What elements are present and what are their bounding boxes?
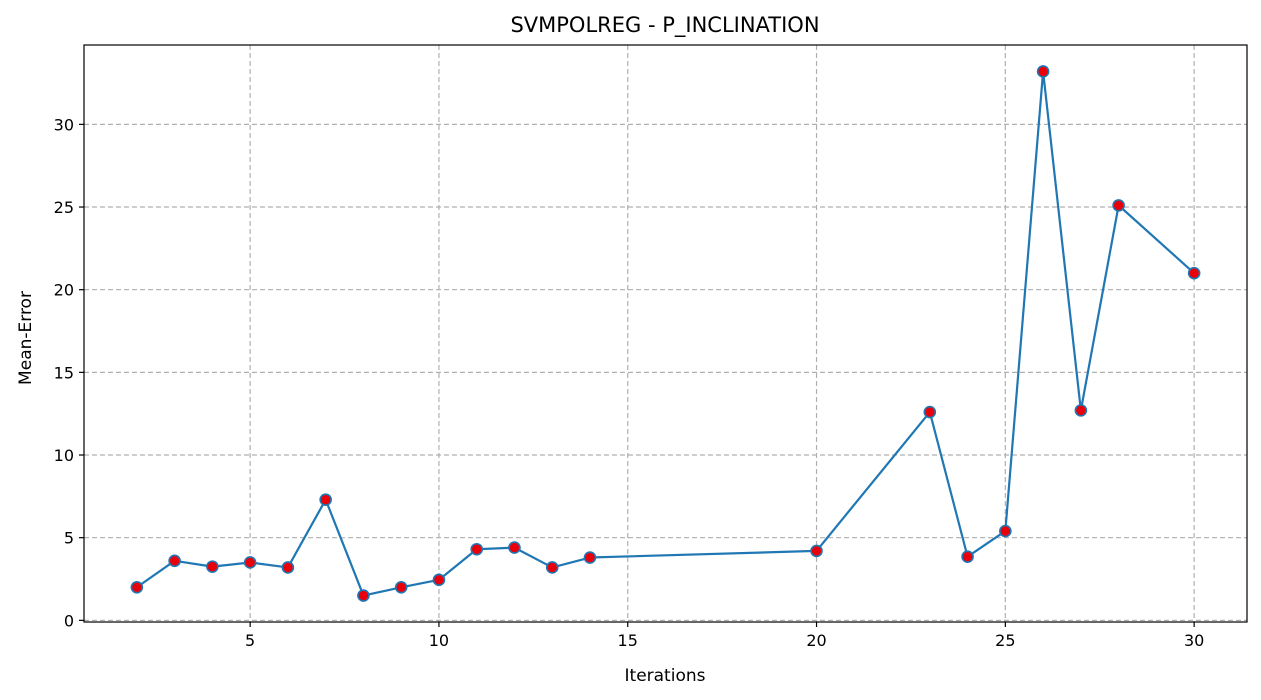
x-tick-label: 5 [245,631,255,650]
data-point [470,542,484,556]
series-layer [130,65,1201,602]
data-point [130,580,144,594]
y-tick-label: 15 [54,363,74,382]
grid [84,45,1247,622]
y-tick-label: 10 [54,446,74,465]
x-tick-label: 30 [1184,631,1204,650]
data-point [319,493,332,506]
x-tick-label: 25 [995,631,1015,650]
data-point [1112,199,1125,212]
data-point [243,556,257,569]
y-tick-label: 30 [54,115,74,134]
data-point [508,541,521,554]
data-point [168,554,181,568]
data-point [281,561,295,574]
data-point [923,405,937,419]
data-point [999,524,1012,538]
x-axis-label: Iterations [625,666,706,686]
ticks: 5 10 15 20 25 30 0 5 10 15 20 25 30 [54,115,1205,650]
data-point [357,589,370,602]
y-tick-label: 0 [64,611,74,630]
x-tick-label: 20 [806,631,826,650]
x-tick-label: 15 [618,631,638,650]
data-point [961,550,974,563]
data-point [583,551,597,564]
y-axis-label: Mean-Error [16,291,36,385]
data-point [394,580,408,594]
plot-frame [83,44,1248,623]
data-point [810,544,823,558]
data-point [545,561,559,574]
data-point [206,560,219,573]
series-line [136,70,1195,597]
y-tick-label: 20 [54,281,74,300]
data-point [432,573,446,587]
y-tick-label: 5 [64,529,74,548]
data-point [1036,65,1050,78]
y-tick-label: 25 [54,198,74,217]
chart-title: SVMPOLREG - P_INCLINATION [510,13,819,38]
x-tick-label: 10 [429,631,449,650]
data-point [1187,266,1201,280]
data-point [1074,404,1088,417]
